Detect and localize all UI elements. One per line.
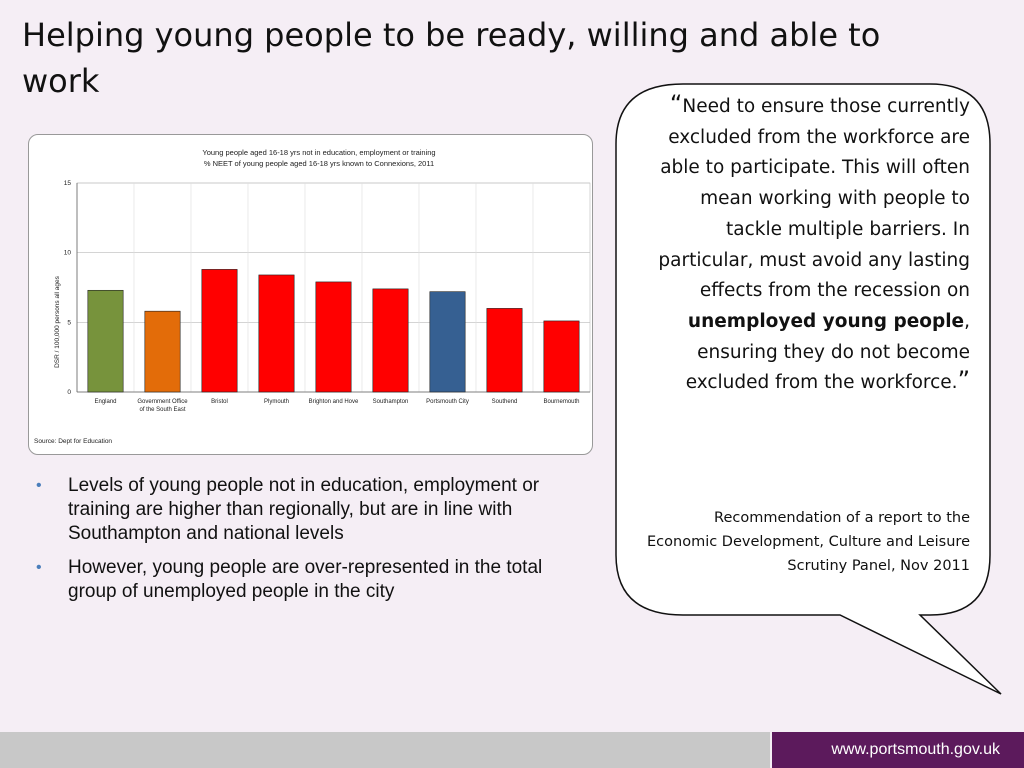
x-tick-label: Southend: [492, 399, 518, 405]
bar: [543, 320, 580, 393]
chart-subtitle: % NEET of young people aged 16-18 yrs kn…: [204, 159, 434, 168]
x-tick-label: Southampton: [373, 399, 409, 405]
x-tick-label: England: [94, 399, 116, 405]
x-tick-label: Bristol: [211, 399, 228, 405]
bar: [87, 289, 124, 393]
y-tick-label: 15: [64, 180, 72, 187]
quote-attribution: Recommendation of a report to the Econom…: [647, 510, 970, 574]
x-tick-label: Portsmouth City: [426, 399, 469, 405]
quote-part-2: , ensuring they do not become excluded f…: [685, 310, 970, 394]
slide-title: Helping young people to be ready, willin…: [22, 16, 881, 100]
close-quote-mark: ”: [957, 366, 970, 395]
quote-text: “Need to ensure those currently excluded…: [640, 92, 970, 399]
x-tick-label: Brighton and Hove: [309, 399, 359, 405]
bullet-item: • However, young people are over-represe…: [36, 556, 581, 604]
bullet-icon: •: [36, 477, 42, 494]
quote-part-1: Need to ensure those currently excluded …: [658, 96, 970, 302]
bullet-list: • Levels of young people not in educatio…: [36, 474, 581, 614]
bullet-text: Levels of young people not in education,…: [68, 475, 540, 544]
bar: [372, 288, 409, 393]
bar: [258, 274, 295, 393]
x-tick-label: Plymouth: [264, 399, 289, 405]
y-axis-label: DSR / 100,000 persons all ages: [54, 275, 61, 368]
bar-chart: Young people aged 16-18 yrs not in educa…: [34, 148, 591, 445]
bullet-text: However, young people are over-represent…: [68, 557, 543, 602]
footer-bar: [0, 732, 770, 768]
quote-emphasis: unemployed young people: [687, 310, 965, 332]
bar: [429, 291, 466, 393]
chart-panel: Young people aged 16-18 yrs not in educa…: [28, 134, 593, 455]
bullet-item: • Levels of young people not in educatio…: [36, 474, 581, 546]
y-tick-label: 10: [64, 250, 72, 257]
bullet-icon: •: [36, 559, 42, 576]
bar: [144, 310, 181, 393]
open-quote-mark: “: [669, 90, 683, 118]
chart-title: Young people aged 16-18 yrs not in educa…: [202, 148, 435, 157]
footer-url-link[interactable]: www.portsmouth.gov.uk: [772, 732, 1024, 768]
x-tick-label: Government Office of the South East: [137, 399, 188, 413]
bar: [486, 308, 523, 393]
y-tick-label: 0: [67, 389, 71, 396]
chart-source: Source: Dept for Education: [34, 438, 112, 445]
x-tick-label: Bournemouth: [543, 399, 579, 405]
bar: [315, 281, 352, 393]
y-tick-label: 5: [67, 319, 71, 326]
bar: [201, 269, 238, 393]
